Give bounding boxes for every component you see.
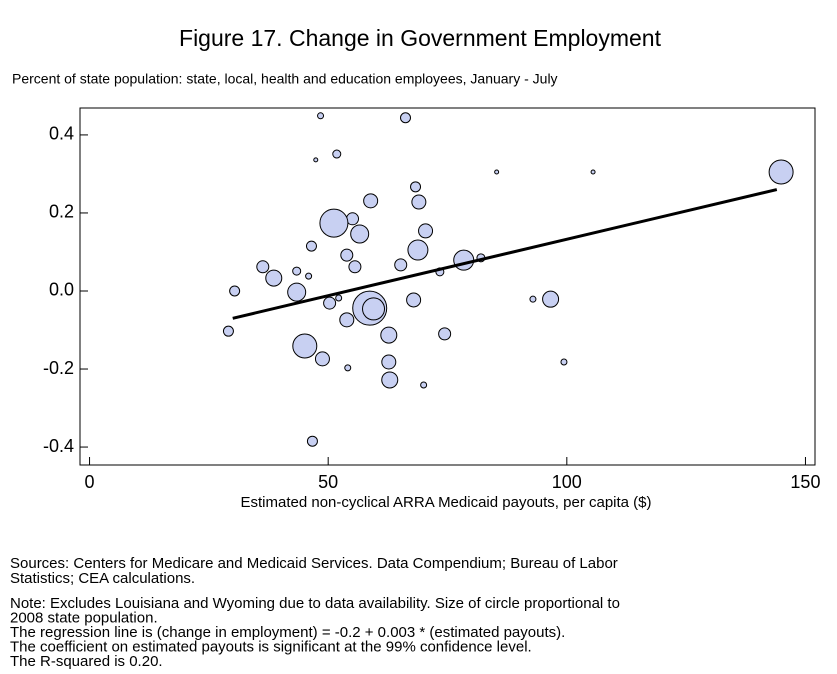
bubble: [363, 193, 379, 209]
bubble: [420, 381, 428, 389]
x-tick-label: 100: [552, 472, 582, 492]
subtitle: Percent of state population: state, loca…: [12, 71, 558, 87]
footnote: Note: Excludes Louisiana and Wyoming due…: [10, 595, 620, 612]
footnote: 2008 state population.: [10, 609, 158, 626]
bubble: [229, 285, 241, 297]
bubble: [381, 354, 397, 370]
x-tick-label: 150: [790, 472, 820, 492]
bubble: [590, 169, 596, 175]
bubble: [350, 224, 370, 244]
x-tick-label: 0: [85, 472, 95, 492]
bubble: [306, 435, 318, 447]
bubble: [400, 112, 411, 124]
y-tick-label: 0.4: [49, 124, 74, 144]
y-tick-label: -0.4: [43, 436, 74, 456]
y-tick-label: 0.2: [49, 202, 74, 222]
x-axis-label: Estimated non-cyclical ARRA Medicaid pay…: [240, 494, 651, 511]
bubble: [332, 149, 342, 159]
bubble: [494, 169, 500, 175]
y-tick-label: -0.2: [43, 358, 74, 378]
bubble: [317, 112, 325, 120]
bubble: [380, 326, 398, 344]
bubble: [265, 269, 283, 287]
footnote: The coefficient on estimated payouts is …: [10, 638, 532, 655]
bubble: [542, 290, 560, 308]
bubble: [406, 292, 422, 308]
bubble: [381, 371, 399, 389]
bubble: [453, 249, 475, 271]
bubble: [313, 157, 319, 163]
plot-frame: [79, 107, 816, 466]
bubble: [411, 194, 427, 210]
bubble: [335, 294, 343, 302]
regression-line: [232, 188, 778, 320]
bubble: [305, 240, 317, 252]
bubble: [560, 358, 568, 366]
bubble: [222, 325, 234, 337]
bubble: [348, 260, 362, 274]
bubble: [323, 296, 337, 310]
source-note: Sources: Centers for Medicare and Medica…: [10, 555, 618, 572]
bubble: [768, 159, 794, 185]
bubble: [305, 272, 313, 280]
bubble: [256, 260, 270, 274]
bubble: [410, 181, 422, 193]
footnote: The R-squared is 0.20.: [10, 653, 163, 670]
bubble: [394, 258, 408, 272]
bubble: [339, 312, 355, 328]
bubble: [314, 351, 330, 367]
chart-title: Figure 17. Change in Government Employme…: [179, 25, 662, 51]
bubble: [529, 295, 537, 303]
bubble: [362, 297, 386, 321]
bubble: [344, 364, 352, 372]
bubble: [319, 208, 349, 238]
bubble: [292, 266, 302, 276]
y-tick-label: 0.0: [49, 280, 74, 300]
bubble: [292, 333, 318, 359]
bubble: [438, 327, 452, 341]
footnote: The regression line is (change in employ…: [10, 624, 565, 641]
x-tick-label: 50: [318, 472, 338, 492]
bubble: [407, 239, 429, 261]
source-note: Statistics; CEA calculations.: [10, 570, 195, 587]
bubble: [287, 282, 307, 302]
bubble: [340, 248, 354, 262]
bubble: [418, 223, 434, 239]
